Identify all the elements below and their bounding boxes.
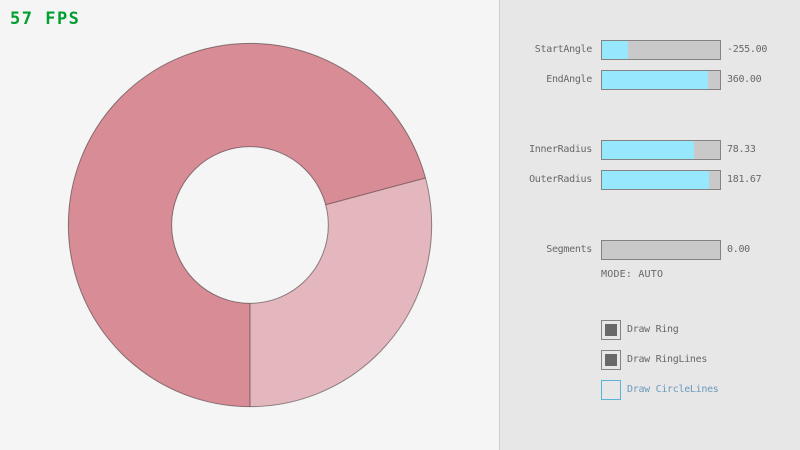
- slider-row: InnerRadius 78.33: [500, 140, 800, 160]
- checkbox[interactable]: [601, 380, 621, 400]
- slider-value: 360.00: [727, 74, 762, 85]
- slider-row: OuterRadius 181.67: [500, 170, 800, 190]
- slider-value: 0.00: [727, 244, 750, 255]
- mode-label: MODE: AUTO: [601, 269, 664, 280]
- checkbox-row: Draw Ring: [500, 320, 800, 340]
- slider-label: StartAngle: [534, 44, 593, 55]
- slider-value: 78.33: [727, 144, 756, 155]
- slider-bar[interactable]: [601, 70, 721, 90]
- slider-bar[interactable]: [601, 40, 721, 60]
- checkbox-row: Draw RingLines: [500, 350, 800, 370]
- checkbox[interactable]: [601, 320, 621, 340]
- slider-label: InnerRadius: [529, 144, 592, 155]
- ring-sector: [250, 177, 432, 407]
- slider-bar[interactable]: [601, 240, 721, 260]
- ring-outline-circle: [171, 146, 329, 304]
- slider-fill: [602, 41, 628, 59]
- ring-canvas: [67, 42, 433, 408]
- slider-value: -255.00: [727, 44, 768, 55]
- slider-row: Segments 0.00: [500, 240, 800, 260]
- slider-fill: [602, 171, 710, 189]
- slider-label: EndAngle: [546, 74, 592, 85]
- checkbox-label: Draw RingLines: [627, 354, 708, 365]
- ring-end-line: [325, 177, 426, 206]
- checkbox-label: Draw Ring: [627, 324, 679, 335]
- slider-bar[interactable]: [601, 140, 721, 160]
- checkbox-label: Draw CircleLines: [627, 384, 719, 395]
- slider-label: Segments: [546, 244, 592, 255]
- controls-panel: StartAngle -255.00 EndAngle 360.00 Inner…: [499, 0, 800, 450]
- ring-sector: [68, 43, 426, 407]
- checkbox-row: Draw CircleLines: [500, 380, 800, 400]
- slider-row: EndAngle 360.00: [500, 70, 800, 90]
- slider-label: OuterRadius: [529, 174, 592, 185]
- slider-bar[interactable]: [601, 170, 721, 190]
- slider-fill: [602, 141, 695, 159]
- slider-value: 181.67: [727, 174, 762, 185]
- slider-row: StartAngle -255.00: [500, 40, 800, 60]
- slider-fill: [602, 71, 709, 89]
- checkmark-icon: [605, 354, 617, 366]
- checkmark-icon: [605, 324, 617, 336]
- checkbox[interactable]: [601, 350, 621, 370]
- fps-counter: 57 FPS: [10, 9, 81, 29]
- ring-outline-circle: [67, 42, 433, 408]
